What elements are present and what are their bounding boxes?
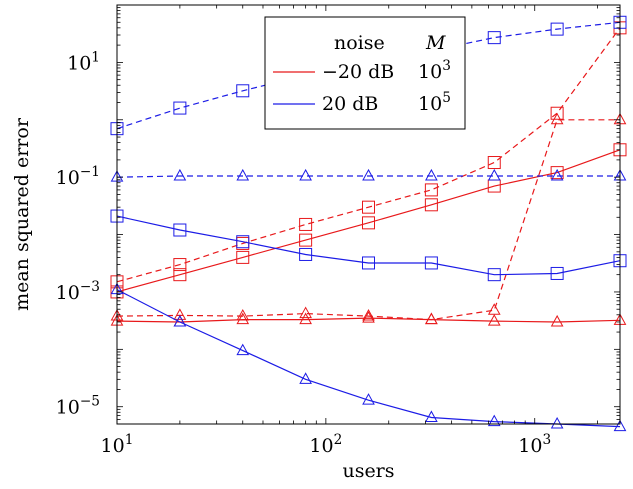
legend: noise M −20 dB 103 20 dB 105 (264, 16, 466, 130)
series-5-line (116, 215, 621, 276)
data-point (299, 168, 312, 181)
data-point (299, 306, 312, 319)
data-point (487, 31, 501, 45)
data-point (362, 309, 375, 321)
series-5 (110, 209, 627, 282)
plot-frame (116, 4, 621, 425)
data-point (424, 198, 438, 212)
data-point (362, 256, 375, 270)
data-point (173, 308, 187, 320)
data-point (425, 410, 438, 422)
legend-m-label: 103 (418, 58, 451, 83)
series-3-line (116, 317, 621, 323)
data-point (299, 372, 312, 384)
data-point (173, 168, 187, 181)
legend-noise-label: −20 dB (322, 61, 394, 83)
series-2 (110, 112, 627, 325)
data-point (299, 217, 313, 231)
data-point (173, 314, 187, 327)
data-point (362, 200, 375, 214)
x-tick-label: 101 (101, 432, 134, 457)
data-point (425, 168, 438, 181)
data-point (487, 314, 501, 326)
legend-box (264, 16, 466, 130)
data-point (550, 416, 564, 429)
data-point (550, 314, 564, 327)
data-point (550, 106, 564, 120)
data-point (173, 223, 187, 237)
data-point (425, 312, 438, 325)
data-point (550, 168, 564, 181)
series-1-line (116, 149, 621, 293)
data-point (173, 268, 187, 282)
y-tick-label: 101 (67, 49, 100, 74)
data-point (550, 266, 564, 280)
legend-header-noise: noise (334, 32, 385, 54)
data-point (424, 256, 438, 270)
data-layer (110, 15, 627, 432)
data-point (362, 311, 375, 323)
y-tick-label: 10−3 (56, 279, 100, 304)
x-axis-label: users (342, 460, 394, 482)
data-point (173, 258, 187, 272)
y-axis-label: mean squared error (11, 117, 33, 311)
legend-header-m: M (425, 32, 446, 54)
data-point (236, 168, 250, 181)
ticks-layer: 101 102 103 10−5 10−3 10−1 101 (56, 4, 620, 457)
data-point (299, 247, 313, 261)
series-2-line (116, 119, 620, 321)
series-1 (110, 143, 627, 299)
y-tick-label: 10−1 (56, 164, 100, 189)
data-point (236, 235, 250, 249)
data-point (550, 166, 564, 180)
data-point (236, 309, 250, 321)
data-point (487, 168, 501, 181)
data-point (362, 393, 375, 405)
data-point (425, 312, 438, 325)
data-point (613, 419, 627, 432)
data-point (362, 216, 375, 230)
data-point (236, 250, 250, 264)
data-point (236, 343, 250, 356)
data-point (487, 268, 501, 282)
data-point (236, 84, 250, 98)
data-point (550, 22, 564, 36)
data-point (487, 303, 501, 315)
series-6 (110, 168, 627, 182)
legend-noise-label: 20 dB (322, 93, 378, 115)
series-3 (110, 311, 627, 327)
data-point (362, 168, 375, 181)
data-point (487, 414, 501, 427)
data-point (173, 101, 187, 115)
data-point (299, 233, 313, 247)
series-7-line (116, 289, 621, 428)
data-point (550, 112, 564, 125)
data-point (299, 312, 312, 325)
y-tick-label: 10−5 (56, 394, 100, 419)
x-tick-label: 102 (309, 432, 342, 457)
series-0-line (116, 27, 621, 283)
legend-m-label: 105 (418, 90, 451, 115)
data-point (236, 312, 250, 325)
data-point (173, 314, 187, 327)
series-7 (110, 282, 627, 432)
x-tick-label: 103 (518, 432, 551, 457)
series-6-line (116, 175, 620, 178)
data-point (424, 183, 438, 197)
data-point (487, 156, 501, 170)
